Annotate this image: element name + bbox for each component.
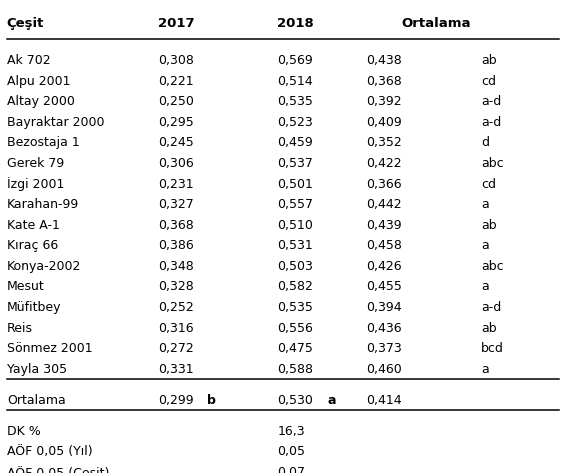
Text: a: a — [481, 239, 489, 252]
Text: 0,250: 0,250 — [158, 95, 194, 108]
Text: 0,348: 0,348 — [158, 260, 194, 273]
Text: 0,328: 0,328 — [158, 280, 194, 293]
Text: Müfitbey: Müfitbey — [7, 301, 61, 314]
Text: a-d: a-d — [481, 95, 501, 108]
Text: 0,535: 0,535 — [277, 301, 313, 314]
Text: 0,510: 0,510 — [277, 219, 313, 232]
Text: 0,556: 0,556 — [277, 322, 313, 334]
Text: Kıraç 66: Kıraç 66 — [7, 239, 58, 252]
Text: a-d: a-d — [481, 301, 501, 314]
Text: 0,436: 0,436 — [366, 322, 402, 334]
Text: abc: abc — [481, 260, 504, 273]
Text: 0,07: 0,07 — [277, 466, 305, 473]
Text: 16,3: 16,3 — [277, 425, 305, 438]
Text: Reis: Reis — [7, 322, 33, 334]
Text: 0,366: 0,366 — [366, 177, 402, 191]
Text: 0,409: 0,409 — [366, 116, 402, 129]
Text: 0,352: 0,352 — [366, 136, 402, 149]
Text: 0,588: 0,588 — [277, 363, 314, 376]
Text: 0,316: 0,316 — [158, 322, 194, 334]
Text: Karahan-99: Karahan-99 — [7, 198, 79, 211]
Text: ab: ab — [481, 322, 497, 334]
Text: 0,523: 0,523 — [277, 116, 313, 129]
Text: 0,05: 0,05 — [277, 445, 305, 458]
Text: İzgi 2001: İzgi 2001 — [7, 177, 64, 192]
Text: 0,327: 0,327 — [158, 198, 194, 211]
Text: Kate A-1: Kate A-1 — [7, 219, 59, 232]
Text: b: b — [207, 394, 216, 407]
Text: Ortalama: Ortalama — [402, 17, 471, 29]
Text: ab: ab — [481, 54, 497, 67]
Text: 0,308: 0,308 — [158, 54, 194, 67]
Text: a: a — [481, 363, 489, 376]
Text: 0,501: 0,501 — [277, 177, 313, 191]
Text: cd: cd — [481, 177, 496, 191]
Text: a: a — [481, 280, 489, 293]
Text: AÖF 0,05 (Çeşit): AÖF 0,05 (Çeşit) — [7, 466, 109, 473]
Text: DK %: DK % — [7, 425, 41, 438]
Text: AÖF 0,05 (Yıl): AÖF 0,05 (Yıl) — [7, 445, 92, 458]
Text: 0,503: 0,503 — [277, 260, 313, 273]
Text: 0,414: 0,414 — [366, 394, 402, 407]
Text: Mesut: Mesut — [7, 280, 45, 293]
Text: Gerek 79: Gerek 79 — [7, 157, 64, 170]
Text: Yayla 305: Yayla 305 — [7, 363, 67, 376]
Text: abc: abc — [481, 157, 504, 170]
Text: 0,426: 0,426 — [366, 260, 402, 273]
Text: a: a — [327, 394, 336, 407]
Text: Sönmez 2001: Sönmez 2001 — [7, 342, 92, 355]
Text: 0,272: 0,272 — [158, 342, 194, 355]
Text: Ortalama: Ortalama — [7, 394, 66, 407]
Text: 0,221: 0,221 — [158, 75, 194, 88]
Text: 0,368: 0,368 — [158, 219, 194, 232]
Text: 0,459: 0,459 — [277, 136, 313, 149]
Text: Konya-2002: Konya-2002 — [7, 260, 81, 273]
Text: 0,368: 0,368 — [366, 75, 402, 88]
Text: 0,514: 0,514 — [277, 75, 313, 88]
Text: 0,442: 0,442 — [366, 198, 402, 211]
Text: Bezostaja 1: Bezostaja 1 — [7, 136, 80, 149]
Text: 0,306: 0,306 — [158, 157, 194, 170]
Text: 2018: 2018 — [277, 17, 314, 29]
Text: 0,530: 0,530 — [277, 394, 313, 407]
Text: 0,531: 0,531 — [277, 239, 313, 252]
Text: 0,331: 0,331 — [158, 363, 194, 376]
Text: Alpu 2001: Alpu 2001 — [7, 75, 70, 88]
Text: 0,373: 0,373 — [366, 342, 402, 355]
Text: cd: cd — [481, 75, 496, 88]
Text: 0,392: 0,392 — [366, 95, 402, 108]
Text: Ak 702: Ak 702 — [7, 54, 50, 67]
Text: 0,439: 0,439 — [366, 219, 402, 232]
Text: 0,537: 0,537 — [277, 157, 313, 170]
Text: 0,252: 0,252 — [158, 301, 194, 314]
Text: a-d: a-d — [481, 116, 501, 129]
Text: 0,245: 0,245 — [158, 136, 194, 149]
Text: Bayraktar 2000: Bayraktar 2000 — [7, 116, 104, 129]
Text: 0,582: 0,582 — [277, 280, 313, 293]
Text: Çeşit: Çeşit — [7, 17, 44, 29]
Text: 0,438: 0,438 — [366, 54, 402, 67]
Text: 0,231: 0,231 — [158, 177, 194, 191]
Text: 0,386: 0,386 — [158, 239, 194, 252]
Text: bcd: bcd — [481, 342, 504, 355]
Text: a: a — [481, 198, 489, 211]
Text: 0,455: 0,455 — [366, 280, 402, 293]
Text: 0,475: 0,475 — [277, 342, 313, 355]
Text: 0,458: 0,458 — [366, 239, 402, 252]
Text: Altay 2000: Altay 2000 — [7, 95, 75, 108]
Text: 0,422: 0,422 — [366, 157, 402, 170]
Text: ab: ab — [481, 219, 497, 232]
Text: 0,394: 0,394 — [366, 301, 402, 314]
Text: 0,295: 0,295 — [158, 116, 194, 129]
Text: 0,460: 0,460 — [366, 363, 402, 376]
Text: 2017: 2017 — [158, 17, 195, 29]
Text: 0,299: 0,299 — [158, 394, 194, 407]
Text: 0,569: 0,569 — [277, 54, 313, 67]
Text: d: d — [481, 136, 489, 149]
Text: 0,535: 0,535 — [277, 95, 313, 108]
Text: 0,557: 0,557 — [277, 198, 314, 211]
